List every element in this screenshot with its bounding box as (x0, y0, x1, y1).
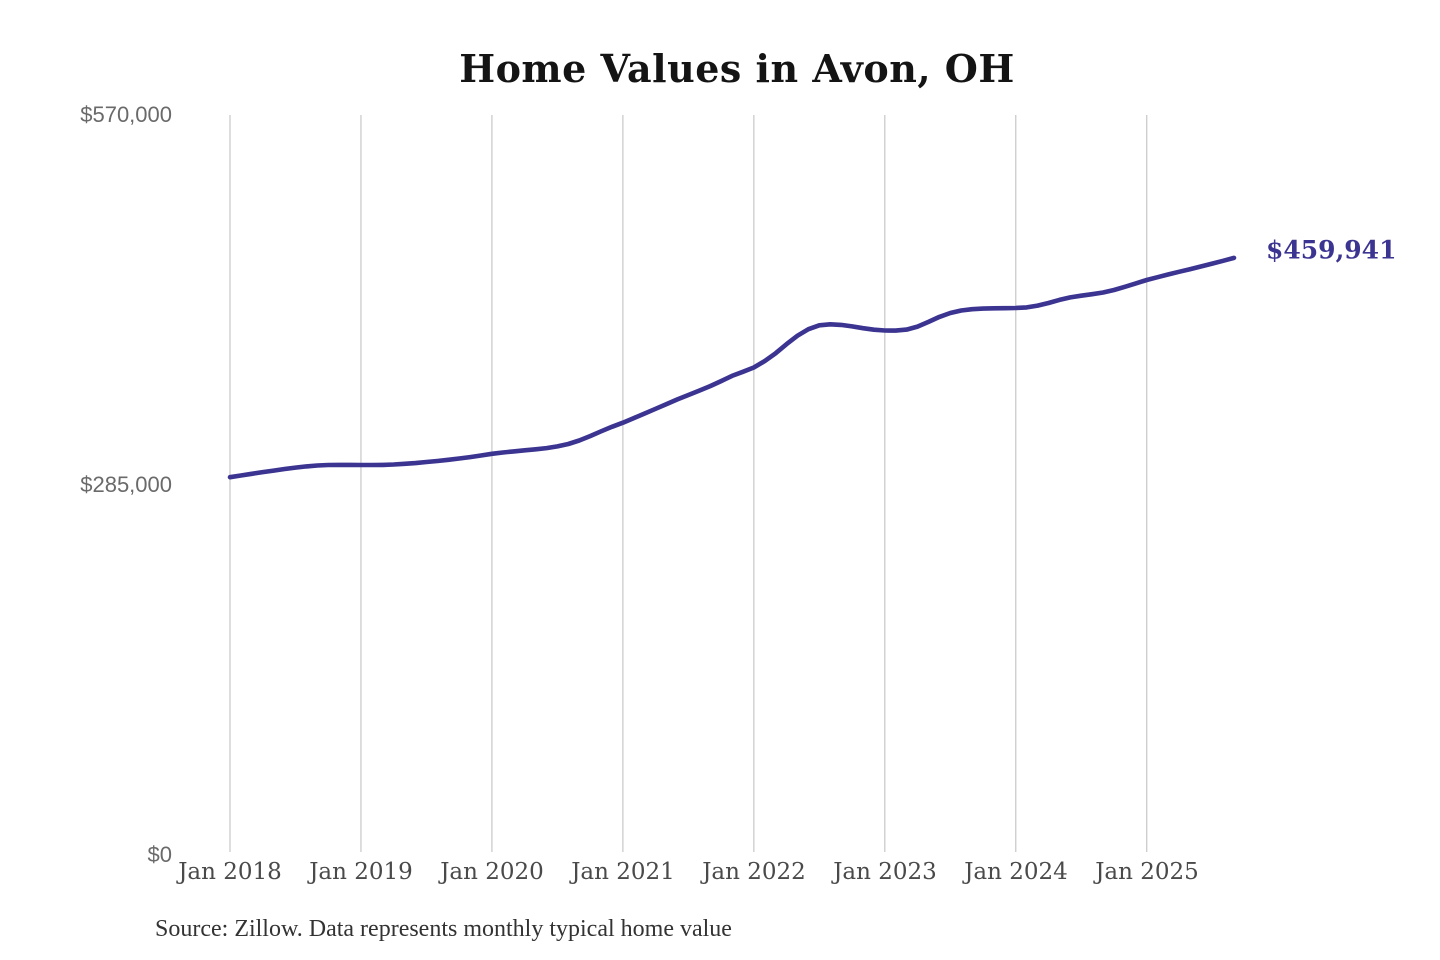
x-tick-label-jan-2021: Jan 2021 (571, 859, 675, 885)
x-tick-label-jan-2025: Jan 2025 (1095, 859, 1199, 885)
x-tick-label-jan-2023: Jan 2023 (833, 859, 937, 885)
x-tick-label-jan-2020: Jan 2020 (440, 859, 544, 885)
final-value-label: $459,941 (1266, 235, 1397, 265)
x-tick-label-jan-2022: Jan 2022 (702, 859, 806, 885)
chart-title: Home Values in Avon, OH (459, 46, 1015, 91)
x-tick-label-jan-2019: Jan 2019 (309, 859, 413, 885)
source-note: Source: Zillow. Data represents monthly … (155, 916, 732, 942)
x-tick-label-jan-2018: Jan 2018 (178, 859, 282, 885)
y-tick-label-0: $0 (147, 842, 172, 867)
x-tick-label-jan-2024: Jan 2024 (964, 859, 1068, 885)
y-tick-label-570000: $570,000 (80, 102, 172, 127)
gridlines (229, 115, 1148, 852)
y-tick-label-285000: $285,000 (80, 472, 172, 497)
series-line (227, 255, 1237, 480)
